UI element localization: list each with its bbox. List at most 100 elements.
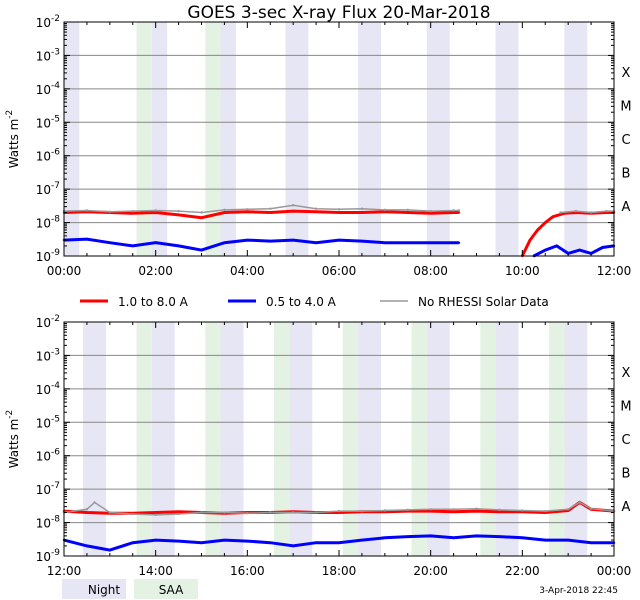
series-point-3 [498,508,501,512]
series-point-1 [269,211,272,214]
series-point-1 [154,511,157,514]
series-point-3 [574,209,578,213]
saa-key-swatch [134,579,198,599]
series-point-2 [589,541,593,544]
series-point-3 [314,511,318,514]
series-point-3 [521,509,524,512]
series-point-2 [177,539,180,543]
night-band [495,22,519,256]
series-point-2 [383,536,387,540]
series-point-1 [528,238,532,242]
y-tick-label: 10-3 [36,47,60,63]
series-point-3 [360,207,364,210]
series-point-3 [578,501,581,504]
night-key-label: Night [88,583,121,597]
series-point-2 [360,538,364,542]
saa-band [205,322,221,556]
series-point-1 [177,213,180,217]
legend-label: 0.5 to 4.0 A [266,295,337,309]
series-point-2 [457,241,461,244]
flare-class-label: B [622,166,631,181]
series-point-1 [291,209,295,213]
series-point-2 [269,239,272,243]
series-point-3 [429,209,432,213]
series-point-1 [452,510,455,514]
flare-class-label: A [622,500,631,515]
series-point-3 [93,501,96,504]
series-point-2 [85,237,89,241]
x-tick-label: 00:00 [597,564,632,578]
saa-key-label: SAA [159,583,184,597]
night-band [220,322,244,556]
y-tick-label: 10-9 [36,548,61,564]
x-tick-label: 18:00 [322,564,357,578]
night-band [64,22,80,256]
series-point-2 [452,536,455,540]
series-line-1 [63,500,615,515]
series-point-3 [200,211,203,214]
y-tick-label: 10-4 [36,381,61,397]
series-point-3 [223,511,226,514]
series-point-1 [360,211,364,214]
panel-1: 10-9 10-8 10-7 10-6 10-5 10-4 10-3 10-2 Watts m-… [5,3,632,278]
saa-band [342,322,359,556]
legend: 1.0 to 8.0 A 0.5 to 4.0 A No RHESSI Solar … [80,295,549,309]
panel-2: 10-9 10-8 10-7 10-6 10-5 10-4 10-3 10-2 Watts m-… [5,314,632,578]
series-point-2 [406,535,409,538]
series-point-2 [601,246,604,249]
x-tick-label: 04:00 [230,264,265,278]
saa-band [136,22,152,256]
series-point-3 [559,211,562,214]
night-band [358,22,382,256]
y-tick-label: 10-2 [36,14,60,30]
series-point-1 [223,211,226,214]
series-point-3 [406,208,409,212]
y-tick-label: 10-9 [36,248,61,264]
series-point-2 [291,544,295,548]
series-point-3 [383,208,387,212]
flare-class-label: C [621,433,630,448]
series-line-2 [533,244,615,258]
series-point-3 [246,512,249,515]
series-point-3 [314,207,318,210]
series-point-1 [544,221,547,224]
x-tick-label: 22:00 [505,564,540,578]
y-tick-label: 10-7 [36,181,60,197]
x-tick-label: 20:00 [413,564,448,578]
chart-title: GOES 3-sec X-ray Flux 20-Mar-2018 [187,3,490,23]
night-band [426,22,450,256]
saa-band [205,22,221,256]
series-point-3 [108,511,112,514]
series-point-2 [566,538,570,542]
series-point-2 [544,538,547,542]
series-point-1 [131,212,134,215]
series-point-3 [605,209,608,213]
saa-band [411,322,427,556]
series-point-1 [246,210,249,214]
series-point-3 [154,513,157,517]
series-point-3 [291,511,295,514]
series-point-3 [85,209,89,212]
series-point-3 [406,508,409,512]
series-point-3 [223,208,226,212]
series-point-2 [200,541,203,544]
flare-class-label: B [622,466,631,481]
saa-band [136,322,152,556]
series-point-2 [360,239,364,243]
series-point-2 [498,535,501,538]
series-point-1 [154,211,157,214]
flare-class-label: M [620,400,631,415]
legend-label: No RHESSI Solar Data [418,295,549,309]
series-point-2 [314,541,318,544]
series-point-2 [314,241,318,244]
flare-class-label: X [622,66,631,81]
series-point-3 [429,508,432,511]
series-point-2 [246,238,249,242]
series-point-2 [291,238,295,242]
series-point-1 [475,509,478,513]
series-point-3 [246,208,249,211]
y-tick-label: 10-4 [36,81,61,97]
x-tick-label: 12:00 [597,264,632,278]
series-point-3 [291,204,295,207]
series-point-2 [337,541,341,544]
